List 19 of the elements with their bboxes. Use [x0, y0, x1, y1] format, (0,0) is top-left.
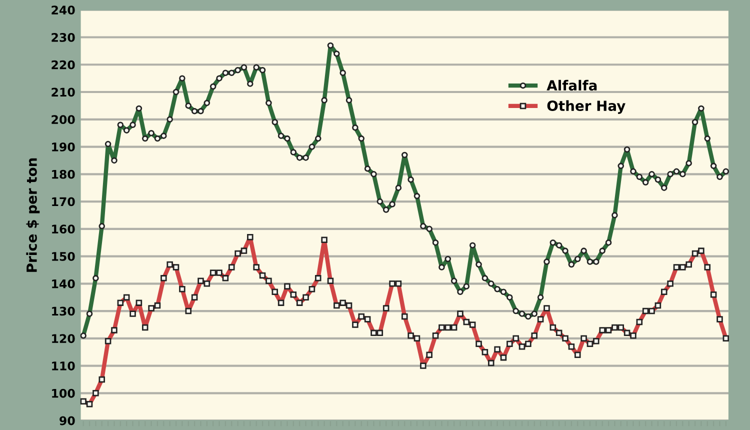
y-tick-label: 100	[52, 388, 75, 398]
y-axis-title: Price $ per ton	[26, 158, 40, 272]
y-tick-label: 90	[60, 416, 75, 426]
y-tick-label: 230	[52, 32, 75, 42]
legend-label: Other Hay	[547, 100, 626, 114]
y-tick-label: 110	[52, 362, 75, 370]
legend-label: Alfalfa	[546, 80, 597, 91]
y-tick-label: 200	[52, 115, 75, 124]
y-tick-label: 170	[52, 197, 75, 206]
y-tick-label: 180	[52, 170, 75, 179]
y-tick-label: 130	[52, 306, 75, 316]
y-tick-label: 220	[52, 60, 75, 70]
y-tick-label: 160	[52, 224, 75, 234]
y-tick-label: 240	[52, 6, 75, 15]
y-tick-label: 120	[52, 334, 75, 344]
y-tick-label: 190	[52, 142, 75, 152]
y-tick-label: 140	[52, 279, 75, 288]
y-tick-label: 210	[52, 88, 75, 97]
y-tick-label: 150	[52, 252, 75, 261]
